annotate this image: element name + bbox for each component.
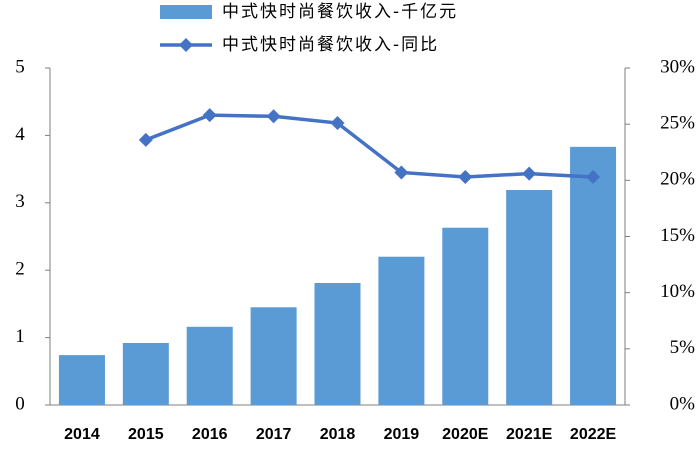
y-tick-label: 4	[15, 124, 25, 145]
bar	[314, 283, 361, 405]
bar	[186, 326, 233, 405]
y-tick-label: 0	[15, 393, 25, 414]
bar	[122, 342, 169, 405]
legend-swatch	[160, 5, 212, 19]
line-marker	[522, 166, 537, 181]
x-tick-label: 2018	[320, 426, 356, 443]
legend-label: 中式快时尚餐饮收入-千亿元	[222, 2, 458, 22]
x-tick-label: 2014	[64, 426, 100, 443]
line-marker	[330, 116, 345, 131]
y-tick-label: 1	[15, 326, 25, 347]
bar	[506, 189, 553, 405]
x-tick-label: 2021E	[506, 426, 553, 443]
y-tick-label: 5	[15, 56, 25, 77]
bar	[250, 307, 297, 405]
bar	[570, 146, 617, 405]
x-tick-label: 2020E	[442, 426, 489, 443]
y-tick-label: 3	[15, 191, 25, 212]
line-marker	[458, 169, 473, 184]
line-marker	[266, 109, 281, 124]
legend-label: 中式快时尚餐饮收入-同比	[222, 35, 439, 55]
y2-tick-label: 20%	[660, 169, 695, 190]
x-tick-label: 2017	[256, 426, 292, 443]
bar	[378, 256, 425, 405]
x-tick-label: 2016	[192, 426, 228, 443]
x-tick-label: 2019	[384, 426, 420, 443]
line-marker	[202, 108, 217, 123]
y2-tick-label: 30%	[660, 56, 695, 77]
legend-marker	[179, 38, 193, 52]
line-marker	[394, 165, 409, 180]
line	[145, 113, 594, 179]
y2-tick-label: 5%	[670, 337, 696, 358]
x-tick-label: 2015	[128, 426, 164, 443]
y-tick-label: 2	[15, 259, 25, 280]
line-marker	[586, 169, 601, 184]
y2-tick-label: 25%	[660, 113, 695, 134]
line-marker	[138, 132, 153, 147]
y2-tick-label: 0%	[670, 393, 696, 414]
bar	[442, 227, 489, 405]
y2-tick-label: 10%	[660, 281, 695, 302]
bar	[58, 355, 105, 405]
y2-tick-label: 15%	[660, 225, 695, 246]
x-tick-label: 2022E	[570, 426, 617, 443]
